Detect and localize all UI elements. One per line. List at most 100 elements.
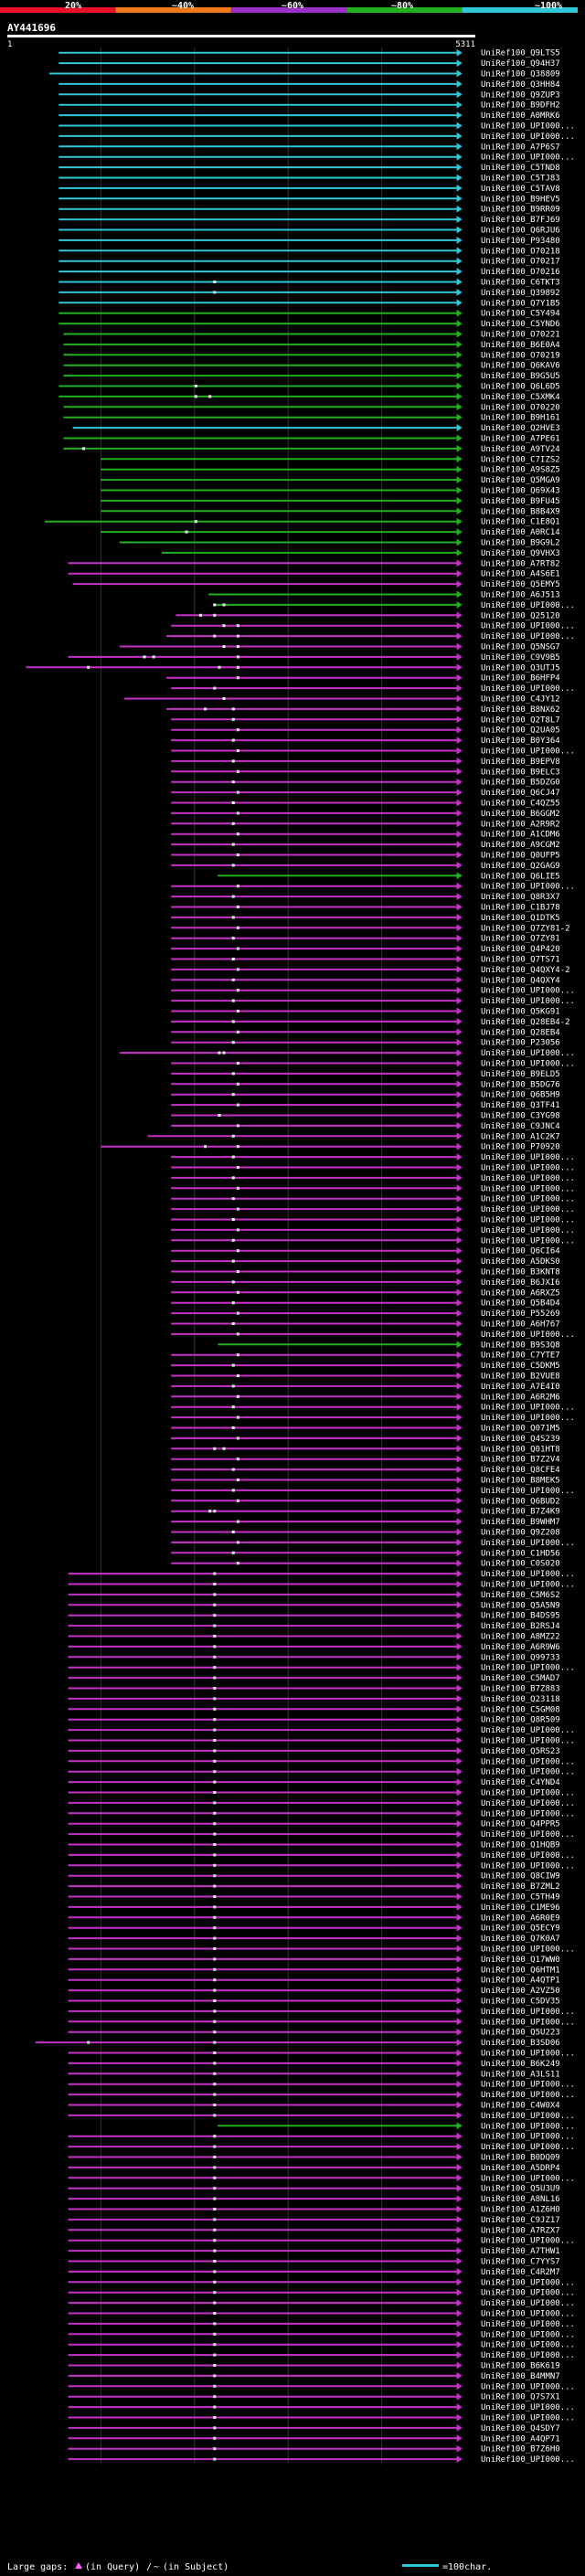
hit-label[interactable]: UniRef100_UPI000... xyxy=(481,632,575,641)
hit-row[interactable]: UniRef100_UPI000... xyxy=(68,2382,575,2391)
hit-label[interactable]: UniRef100_UPI000... xyxy=(481,1153,575,1162)
hit-row[interactable]: UniRef100_Q8CIW9 xyxy=(68,1871,560,1882)
hit-row[interactable]: UniRef100_UPI000... xyxy=(68,2111,575,2121)
hit-row[interactable]: UniRef100_Q6HTM1 xyxy=(68,1966,560,1975)
hit-row[interactable]: UniRef100_Q4SDY7 xyxy=(68,2423,560,2433)
hit-row[interactable]: UniRef100_B9DFH2 xyxy=(58,101,560,111)
hit-label[interactable]: UniRef100_C7IZS2 xyxy=(481,455,560,464)
hit-row[interactable]: UniRef100_C5TJ83 xyxy=(58,174,560,184)
hit-label[interactable]: UniRef100_A7P6S7 xyxy=(481,143,560,152)
hit-row[interactable]: UniRef100_Q3TF41 xyxy=(171,1101,560,1110)
hit-label[interactable]: UniRef100_B9EPV8 xyxy=(481,758,560,767)
hit-label[interactable]: UniRef100_Q7ZY81-2 xyxy=(481,924,570,933)
hit-label[interactable]: UniRef100_UPI000... xyxy=(481,1757,575,1766)
hit-row[interactable]: UniRef100_Q5NSG7 xyxy=(119,642,560,652)
hit-label[interactable]: UniRef100_Q1HQB9 xyxy=(481,1841,560,1850)
hit-row[interactable]: UniRef100_Q6B5H9 xyxy=(171,1090,560,1100)
hit-label[interactable]: UniRef100_A1Z6H0 xyxy=(481,2206,560,2215)
hit-row[interactable]: UniRef100_Q2T8L7 xyxy=(171,716,560,725)
hit-label[interactable]: UniRef100_UPI000... xyxy=(481,1945,575,1955)
hit-label[interactable]: UniRef100_C5M6S2 xyxy=(481,1591,560,1600)
hit-label[interactable]: UniRef100_Q3HH84 xyxy=(481,80,560,90)
hit-label[interactable]: UniRef100_B5DG76 xyxy=(481,1080,560,1089)
hit-row[interactable]: UniRef100_Q6RJU6 xyxy=(58,226,560,236)
hit-label[interactable]: UniRef100_A0RC14 xyxy=(481,528,560,537)
hit-row[interactable]: UniRef100_C6TKT3 xyxy=(58,278,560,288)
hit-row[interactable]: UniRef100_B8NX62 xyxy=(166,705,560,715)
hit-label[interactable]: UniRef100_C7YYS7 xyxy=(481,2258,560,2267)
hit-label[interactable]: UniRef100_Q69X43 xyxy=(481,487,560,496)
hit-row[interactable]: UniRef100_C9V9B5 xyxy=(68,652,560,663)
hit-label[interactable]: UniRef100_B6K249 xyxy=(481,2060,560,2069)
hit-label[interactable]: UniRef100_UPI000... xyxy=(481,2143,575,2152)
hit-label[interactable]: UniRef100_Q2HVE3 xyxy=(481,424,560,433)
hit-row[interactable]: UniRef100_P93480 xyxy=(58,236,560,246)
hit-label[interactable]: UniRef100_B4MMN7 xyxy=(481,2372,560,2381)
hit-label[interactable]: UniRef100_Q6LIE5 xyxy=(481,872,560,881)
hit-label[interactable]: UniRef100_Q3TF41 xyxy=(481,1101,560,1110)
hit-label[interactable]: UniRef100_C3YG98 xyxy=(481,1112,560,1121)
hit-row[interactable]: UniRef100_Q7S7X1 xyxy=(68,2392,560,2402)
hit-row[interactable]: UniRef100_UPI000... xyxy=(68,1736,575,1746)
hit-label[interactable]: UniRef100_UPI000... xyxy=(481,2237,575,2246)
hit-row[interactable]: UniRef100_Q9VHX3 xyxy=(161,548,560,558)
hit-row[interactable]: UniRef100_UPI000... xyxy=(171,997,575,1006)
hit-label[interactable]: UniRef100_Q3UTJ5 xyxy=(481,663,560,673)
hit-label[interactable]: UniRef100_B6GGM2 xyxy=(481,810,560,819)
hit-label[interactable]: UniRef100_C5Y494 xyxy=(481,310,560,319)
hit-label[interactable]: UniRef100_Q8CFE4 xyxy=(481,1466,560,1475)
hit-label[interactable]: UniRef100_UPI000... xyxy=(481,2310,575,2319)
hit-label[interactable]: UniRef100_UPI000... xyxy=(481,1809,575,1818)
hit-label[interactable]: UniRef100_UPI000... xyxy=(481,2174,575,2183)
hit-label[interactable]: UniRef100_Q7TS71 xyxy=(481,956,560,965)
hit-label[interactable]: UniRef100_Q6CJ47 xyxy=(481,789,560,798)
hit-row[interactable]: UniRef100_O70219 xyxy=(63,351,560,360)
hit-row[interactable]: UniRef100_B2RSJ4 xyxy=(68,1622,560,1631)
hit-label[interactable]: UniRef100_Q5U223 xyxy=(481,2029,560,2038)
hit-row[interactable]: UniRef100_UPI000... xyxy=(171,1225,575,1235)
hit-label[interactable]: UniRef100_A2R9R2 xyxy=(481,820,560,829)
hit-label[interactable]: UniRef100_Q9ZUP3 xyxy=(481,90,560,100)
hit-label[interactable]: UniRef100_UPI000... xyxy=(481,2122,575,2131)
hit-label[interactable]: UniRef100_UPI000... xyxy=(481,2008,575,2017)
hit-label[interactable]: UniRef100_Q38809 xyxy=(481,70,560,80)
hit-row[interactable]: UniRef100_B9EPV8 xyxy=(171,757,560,767)
hit-label[interactable]: UniRef100_P70920 xyxy=(481,1143,560,1152)
hit-label[interactable]: UniRef100_UPI000... xyxy=(481,1195,575,1204)
hit-label[interactable]: UniRef100_UPI000... xyxy=(481,2403,575,2412)
hit-label[interactable]: UniRef100_Q2T8L7 xyxy=(481,716,560,725)
hit-row[interactable]: UniRef100_Q23118 xyxy=(68,1694,560,1704)
hit-label[interactable]: UniRef100_UPI000... xyxy=(481,2091,575,2100)
hit-label[interactable]: UniRef100_Q7K0A7 xyxy=(481,1935,560,1944)
hit-label[interactable]: UniRef100_B9G5U5 xyxy=(481,372,560,381)
hit-row[interactable]: UniRef100_UPI000... xyxy=(213,600,575,610)
hit-row[interactable]: UniRef100_UPI000... xyxy=(68,1861,575,1871)
hit-row[interactable]: UniRef100_Q2HVE3 xyxy=(72,424,560,433)
hit-row[interactable]: UniRef100_C5GM08 xyxy=(68,1705,560,1714)
hit-label[interactable]: UniRef100_Q9LTS5 xyxy=(481,49,560,58)
hit-row[interactable]: UniRef100_UPI000... xyxy=(68,1570,575,1579)
hit-label[interactable]: UniRef100_Q0UFP5 xyxy=(481,852,560,861)
hit-row[interactable]: UniRef100_B6JXI6 xyxy=(171,1277,560,1288)
hit-label[interactable]: UniRef100_UPI000... xyxy=(481,1060,575,1069)
hit-label[interactable]: UniRef100_A6R9W6 xyxy=(481,1643,560,1652)
hit-row[interactable]: UniRef100_UPI000... xyxy=(68,1788,575,1798)
hit-label[interactable]: UniRef100_A6J513 xyxy=(481,591,560,600)
hit-label[interactable]: UniRef100_Q4S239 xyxy=(481,1435,560,1444)
hit-row[interactable]: UniRef100_Q6KAV6 xyxy=(63,361,560,371)
hit-label[interactable]: UniRef100_Q4P420 xyxy=(481,945,560,954)
hit-row[interactable]: UniRef100_UPI000... xyxy=(68,2309,575,2319)
hit-row[interactable]: UniRef100_C7IZS2 xyxy=(101,455,560,464)
hit-row[interactable]: UniRef100_UPI000... xyxy=(68,2455,575,2465)
hit-label[interactable]: UniRef100_B9H161 xyxy=(481,414,560,423)
hit-row[interactable]: UniRef100_UPI000... xyxy=(171,1403,575,1413)
hit-label[interactable]: UniRef100_UPI000... xyxy=(481,2289,575,2298)
hit-label[interactable]: UniRef100_UPI000... xyxy=(481,2382,575,2391)
hit-row[interactable]: UniRef100_A1C2K7 xyxy=(147,1132,560,1141)
hit-row[interactable]: UniRef100_B9ELD5 xyxy=(171,1069,560,1079)
hit-row[interactable]: UniRef100_C4JY12 xyxy=(124,694,560,705)
hit-label[interactable]: UniRef100_C5XMK4 xyxy=(481,393,560,402)
hit-label[interactable]: UniRef100_Q8CIW9 xyxy=(481,1872,560,1882)
hit-row[interactable]: UniRef100_A6J513 xyxy=(208,590,560,600)
hit-row[interactable]: UniRef100_B3SD06 xyxy=(35,2039,560,2048)
